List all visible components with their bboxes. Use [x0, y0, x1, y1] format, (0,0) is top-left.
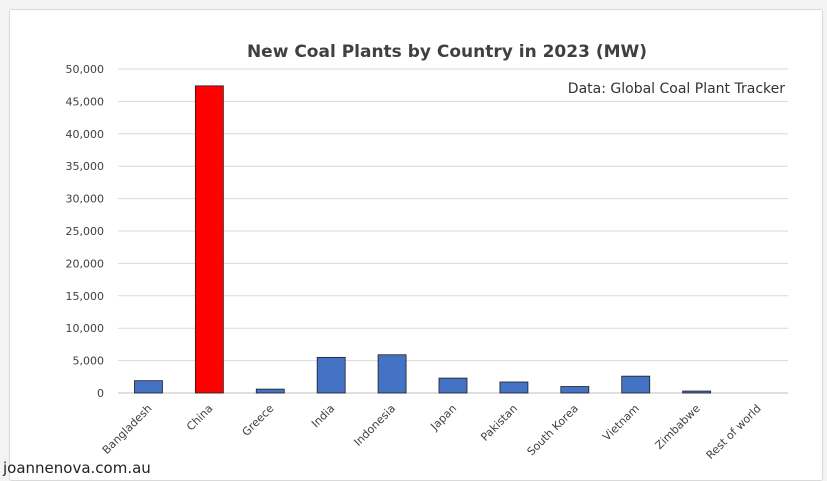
bar-vietnam — [621, 375, 651, 394]
x-tick-label: Japan — [428, 402, 460, 434]
y-tick-label: 0 — [97, 387, 104, 400]
watermark: joannenova.com.au — [3, 459, 151, 477]
y-tick-label: 50,000 — [66, 63, 105, 76]
x-tick-label: China — [184, 402, 215, 433]
y-tick-label: 10,000 — [66, 322, 105, 335]
y-tick-label: 25,000 — [66, 225, 105, 238]
x-tick-label: Rest of world — [704, 402, 764, 462]
source-annotation: Data: Global Coal Plant Tracker — [568, 81, 785, 97]
x-tick-label: India — [309, 402, 337, 430]
y-tick-label: 45,000 — [66, 95, 105, 108]
x-tick-label: Vietnam — [600, 402, 642, 444]
bar-india — [316, 356, 346, 394]
y-tick-label: 30,000 — [66, 193, 105, 206]
x-tick-label: Zimbabwe — [653, 402, 703, 452]
y-tick-label: 40,000 — [66, 128, 105, 141]
y-tick-label: 15,000 — [66, 290, 105, 303]
bar-bangladesh — [134, 380, 163, 394]
chart-title: New Coal Plants by Country in 2023 (MW) — [247, 42, 647, 62]
y-tick-label: 35,000 — [66, 160, 105, 173]
y-tick-label: 20,000 — [66, 257, 105, 270]
bar-zimbabwe — [682, 390, 712, 394]
bar-japan — [438, 377, 468, 394]
y-tick-label: 5,000 — [73, 355, 105, 368]
x-tick-label: Bangladesh — [100, 402, 155, 457]
x-tick-label: South Korea — [525, 402, 581, 458]
bar-south-korea — [560, 386, 590, 394]
x-tick-label: Pakistan — [478, 402, 520, 444]
chart-frame — [9, 9, 823, 481]
x-tick-label: Indonesia — [351, 402, 398, 449]
bar-pakistan — [499, 381, 529, 394]
x-tick-label: Greece — [240, 402, 277, 439]
bar-indonesia — [377, 354, 407, 394]
bar-greece — [255, 388, 285, 394]
bar-china — [194, 85, 224, 394]
